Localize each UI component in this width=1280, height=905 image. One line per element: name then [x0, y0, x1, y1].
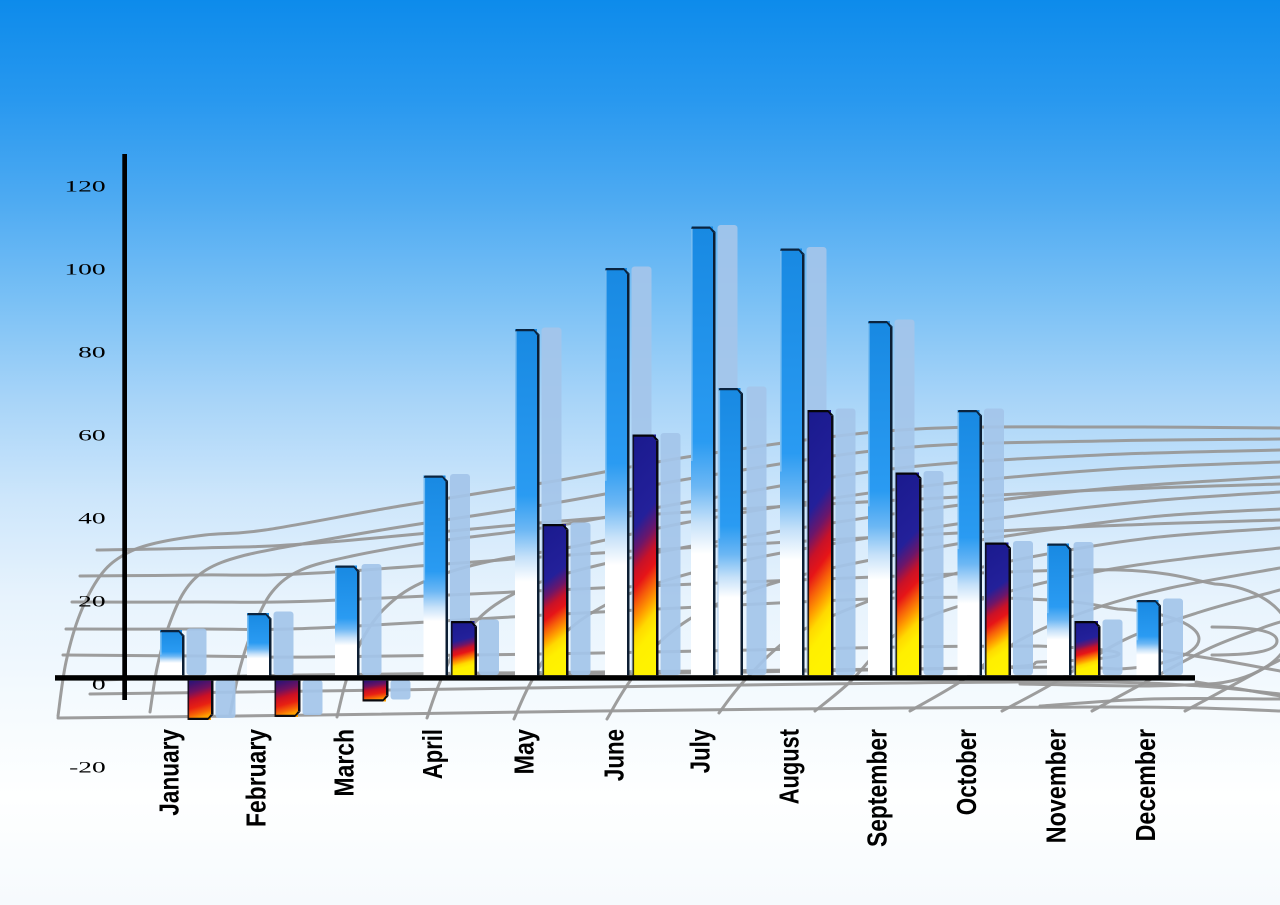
svg-text:October: October: [951, 729, 982, 815]
svg-text:40: 40: [78, 511, 106, 528]
svg-text:December: December: [1130, 729, 1161, 842]
svg-text:100: 100: [64, 262, 105, 279]
svg-text:February: February: [241, 728, 272, 827]
svg-text:May: May: [509, 728, 540, 774]
svg-text:August: August: [774, 729, 805, 804]
svg-text:-20: -20: [69, 760, 106, 777]
svg-text:120: 120: [64, 179, 105, 196]
svg-text:60: 60: [78, 428, 106, 445]
svg-text:March: March: [329, 729, 360, 797]
svg-text:January: January: [154, 728, 185, 815]
svg-text:20: 20: [78, 594, 106, 611]
svg-text:April: April: [417, 729, 448, 779]
svg-text:September: September: [862, 729, 893, 847]
svg-text:July: July: [685, 728, 716, 773]
svg-text:November: November: [1041, 729, 1072, 843]
svg-text:80: 80: [78, 345, 106, 362]
svg-text:June: June: [599, 729, 630, 781]
svg-text:0: 0: [92, 677, 106, 694]
